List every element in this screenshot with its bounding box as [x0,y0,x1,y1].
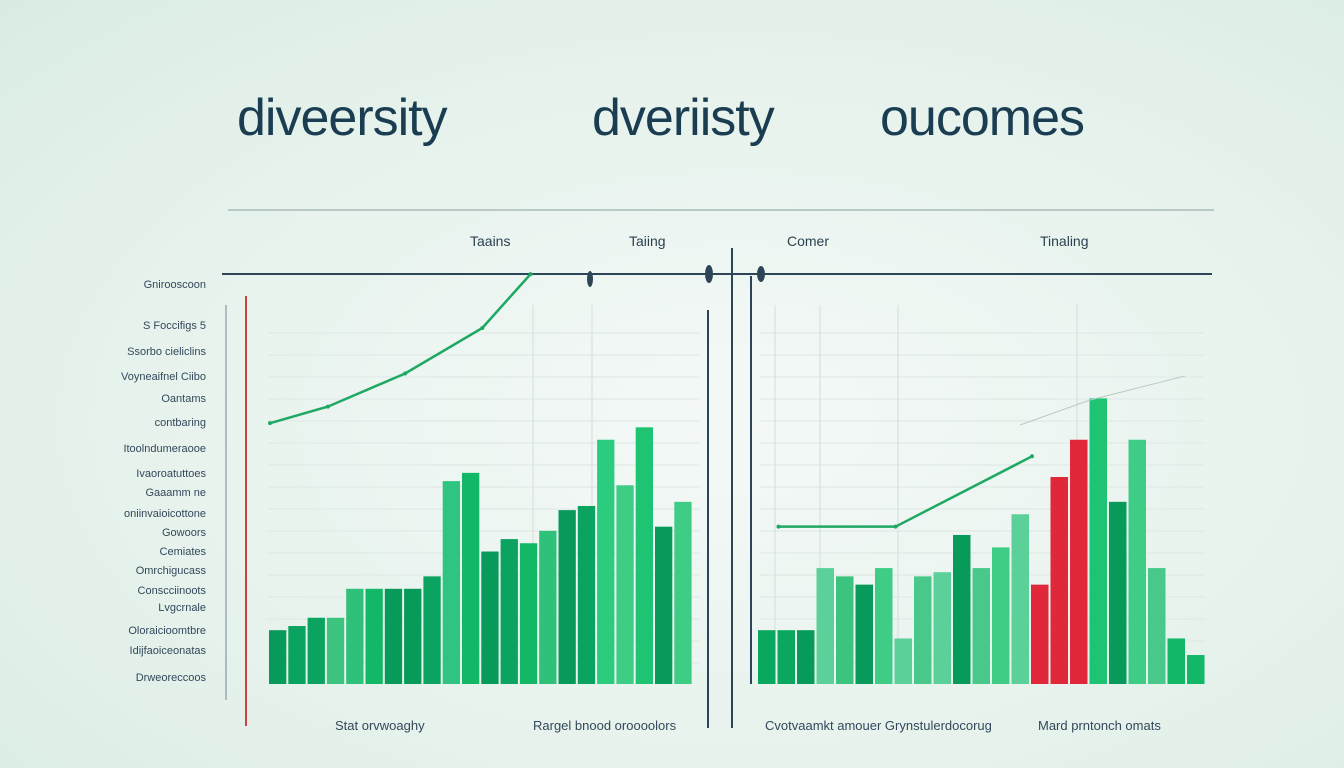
trend-point [1030,454,1034,459]
axis-marker [587,271,593,287]
y-label: S Foccifigs 5 [143,320,206,332]
bar [519,543,538,684]
bar [894,638,912,684]
bar [1070,439,1088,684]
y-label: Oloraicioomtbre [128,625,206,637]
y-label: oniinvaioicottone [124,508,206,520]
y-label: Lvgcrnale [158,602,206,614]
bar [481,551,499,684]
header-label: Comer [787,233,830,249]
bar [423,576,441,684]
bar [326,617,345,684]
bar [1011,514,1029,684]
header-label: Taiing [629,233,666,249]
x-group-label: Cvotvaamkt amouer Grynstulerdocorug [765,718,992,733]
bar [1148,568,1166,684]
trend-line [269,273,532,425]
y-label: Voyneaifnel Ciibo [120,371,206,383]
bar [933,572,951,684]
bar [269,630,287,684]
title-3: oucomes [880,89,1085,147]
bar [597,439,615,684]
trend-point [480,325,485,330]
trend-point [325,404,330,409]
x-group-label: Stat orvwoaghy [335,718,425,733]
bar [972,568,990,684]
bar [500,539,518,684]
bar [875,568,893,684]
y-label: Oantams [161,393,206,405]
bar [797,630,815,684]
y-label: Itoolndumeraooe [123,443,206,455]
bar [558,510,576,684]
bar [816,568,834,684]
title-2: dveriisty [592,89,775,147]
y-label: Conscciinoots [137,585,206,597]
bar [992,547,1010,684]
trend-point [268,421,272,426]
bar [855,584,873,684]
bar [758,630,776,684]
y-label: Idijfaoiceonatas [129,645,206,657]
bar [836,576,854,684]
axis-marker [757,266,765,282]
y-label: Ivaoroatuttoes [136,468,206,480]
bar [914,576,932,684]
y-label: contbaring [154,417,206,429]
bar [384,588,403,684]
bar [539,530,557,684]
y-label: Gaaamm ne [145,487,206,499]
header-label: Tinaling [1040,233,1089,249]
bar [1187,655,1205,684]
bar [1089,398,1107,684]
trend-point [776,524,781,529]
y-label: Gnirooscoon [143,279,206,291]
bar [1167,638,1185,684]
x-group-label: Mard prntonch omats [1038,718,1161,733]
bar [777,630,795,684]
trend-point [528,272,533,277]
faint-trend-line [1019,375,1186,426]
y-label: Cemiates [159,546,206,558]
bar [674,501,692,684]
bar [288,626,306,684]
bar [365,588,383,684]
bar [616,485,634,684]
header-label: Taains [470,233,511,249]
trend-point [403,371,408,376]
bar [577,505,596,684]
bar [1031,584,1049,684]
trend-point [893,524,898,529]
bar [953,534,971,684]
x-group-label: Rargel bnood oroooolors [533,718,677,733]
bar [635,427,653,684]
y-label: Gowoors [161,527,206,539]
y-label: Omrchigucass [135,565,206,577]
bar [404,588,422,684]
bar [346,588,364,684]
y-label: Drweoreccoos [135,672,206,684]
title-1: diveersity [237,89,448,147]
bar [462,472,480,684]
bar [1050,477,1068,684]
axis-marker [705,265,713,283]
y-label: Ssorbo cieliclins [127,346,206,358]
bar [1109,501,1127,684]
bar [1128,439,1146,684]
bar [655,526,673,684]
trend-line [778,455,1033,528]
bar [442,481,460,684]
bar [307,617,325,684]
